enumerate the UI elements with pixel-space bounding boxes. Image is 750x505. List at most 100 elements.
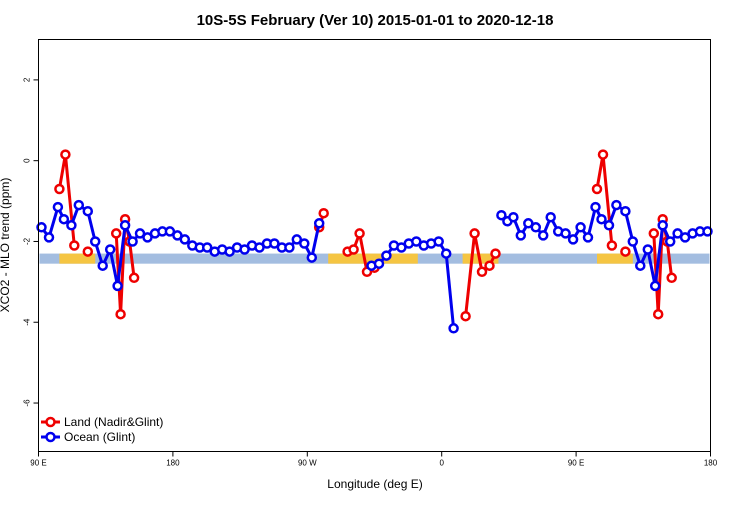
data-point — [664, 236, 676, 247]
data-point — [496, 209, 507, 221]
data-point — [657, 220, 668, 231]
data-point — [590, 201, 601, 213]
land-band-segment — [328, 253, 418, 264]
data-point — [306, 252, 318, 263]
data-point — [530, 222, 542, 233]
x-tick-label: 180 — [166, 459, 180, 468]
data-point — [381, 250, 392, 261]
data-point — [299, 238, 310, 249]
land-band-segment — [59, 253, 96, 264]
data-point — [642, 244, 654, 255]
data-point — [82, 205, 94, 217]
y-tick-label: 0 — [23, 158, 32, 163]
data-point — [440, 248, 452, 259]
data-point — [596, 213, 607, 225]
legend-ocean-marker — [45, 431, 56, 443]
y-axis: 2 0 -2 -4 -6 — [23, 77, 39, 407]
data-point — [508, 211, 519, 223]
data-point — [433, 236, 444, 247]
data-point — [373, 258, 385, 269]
data-point — [110, 228, 122, 239]
data-point — [603, 220, 615, 231]
data-point — [66, 220, 77, 231]
data-point — [545, 211, 556, 223]
data-point — [43, 232, 55, 243]
data-point — [254, 242, 265, 253]
legend-land-marker — [45, 416, 56, 428]
data-point — [201, 242, 213, 253]
data-point — [469, 228, 480, 239]
data-point — [476, 266, 488, 278]
data-point — [82, 246, 94, 257]
x-tick-label: 90 E — [30, 459, 46, 468]
data-point — [591, 183, 603, 195]
data-point — [313, 218, 325, 229]
x-tick-label: 0 — [439, 459, 444, 468]
data-point — [269, 238, 280, 249]
data-point — [523, 218, 534, 229]
land-band-segment — [597, 253, 633, 264]
x-tick-label: 90 E — [568, 459, 584, 468]
series-line — [595, 153, 614, 246]
legend-ocean-label: Ocean (Glint) — [64, 430, 135, 444]
data-point — [567, 234, 579, 245]
y-tick-label: -6 — [23, 399, 32, 407]
data-point — [515, 230, 527, 241]
data-point — [679, 232, 691, 243]
data-point — [164, 226, 176, 237]
data-point — [620, 205, 631, 217]
data-point — [69, 240, 80, 251]
data-point — [635, 260, 646, 271]
y-tick-label: -2 — [23, 237, 32, 245]
data-point — [54, 183, 65, 195]
data-point — [134, 228, 146, 239]
data-point — [127, 236, 138, 247]
plot-frame — [38, 39, 711, 452]
data-point — [537, 230, 549, 241]
legend: Land (Nadir&Glint) Ocean (Glint) — [41, 415, 163, 444]
series-ocean — [36, 199, 713, 334]
data-point — [606, 240, 618, 251]
data-point — [411, 236, 422, 247]
data-point — [97, 260, 108, 271]
legend-land-label: Land (Nadir&Glint) — [64, 415, 163, 429]
series-line — [57, 153, 76, 246]
data-point — [112, 280, 123, 292]
x-tick-label: 90 W — [298, 459, 317, 468]
data-point — [291, 234, 303, 245]
x-tick-label: 180 — [704, 459, 718, 468]
data-point — [666, 272, 677, 284]
data-point — [284, 242, 295, 253]
series-land — [54, 149, 677, 322]
series-layer — [36, 149, 713, 334]
data-point — [649, 280, 661, 292]
data-point — [179, 234, 191, 245]
data-point — [460, 310, 471, 322]
data-point — [115, 308, 126, 320]
data-point — [611, 199, 622, 211]
x-axis: 90 E 180 90 W 0 90 E 180 — [30, 451, 718, 468]
data-point — [672, 228, 683, 239]
data-point — [52, 201, 64, 213]
data-point — [58, 213, 70, 225]
data-point — [224, 246, 235, 257]
data-point — [490, 248, 501, 259]
data-point — [648, 228, 660, 239]
data-point — [702, 226, 713, 237]
data-point — [104, 244, 116, 255]
data-point — [73, 199, 85, 211]
data-point — [348, 244, 359, 255]
data-point — [652, 308, 664, 320]
y-tick-label: -4 — [23, 318, 32, 326]
x-axis-label: Longitude (deg E) — [327, 477, 422, 491]
data-point — [354, 228, 365, 239]
data-point — [119, 220, 131, 231]
y-axis-label: XCO2 - MLO trend (ppm) — [0, 178, 12, 313]
data-point — [36, 222, 47, 233]
data-point — [484, 260, 495, 271]
data-point — [560, 228, 571, 239]
data-point — [582, 232, 594, 243]
chart-title: 10S-5S February (Ver 10) 2015-01-01 to 2… — [197, 12, 554, 29]
data-point — [448, 323, 459, 334]
